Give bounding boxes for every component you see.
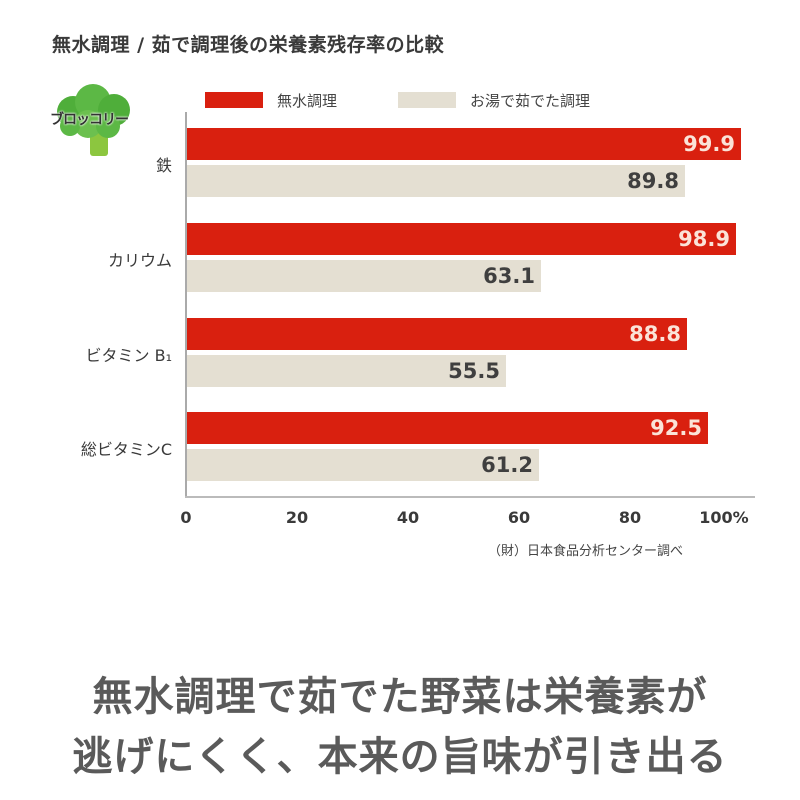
caption-line-1: 無水調理で茹でた野菜は栄養素が <box>92 674 708 720</box>
bar-potassium-boiled: 63.1 <box>187 260 541 292</box>
source-note: （財）日本食品分析センター調べ <box>488 544 684 559</box>
x-tick: 20 <box>285 508 309 527</box>
chart-title: 無水調理 / 茹で調理後の栄養素残存率の比較 <box>52 34 445 56</box>
bar-vitamin-c-mizunashi: 92.5 <box>187 412 708 444</box>
x-tick: 100% <box>699 508 749 527</box>
vegetable-label: ブロッコリー <box>50 112 129 128</box>
caption-line-2: 逃げにくく、本来の旨味が引き出る <box>72 734 728 780</box>
legend-item-boiled: お湯で茹でた調理 <box>398 90 590 110</box>
broccoli-icon <box>57 84 130 156</box>
legend-item-mizunashi: 無水調理 <box>205 90 337 110</box>
category-label-potassium: カリウム <box>107 251 172 270</box>
bar-iron-mizunashi: 99.9 <box>187 128 741 160</box>
category-label-vitamin-b1: ビタミン B₁ <box>85 346 172 365</box>
x-tick: 80 <box>618 508 642 527</box>
legend-swatch-beige <box>398 92 456 108</box>
bar-vitamin-b1-mizunashi: 88.8 <box>187 318 687 350</box>
bar-potassium-mizunashi: 98.9 <box>187 223 736 255</box>
x-tick: 0 <box>180 508 192 527</box>
x-tick: 60 <box>507 508 531 527</box>
x-tick: 40 <box>396 508 420 527</box>
legend-label: お湯で茹でた調理 <box>470 91 591 110</box>
y-axis-line <box>185 112 187 498</box>
legend-swatch-red <box>205 92 263 108</box>
legend-label: 無水調理 <box>277 91 338 110</box>
bar-iron-boiled: 89.8 <box>187 165 685 197</box>
bar-vitamin-b1-boiled: 55.5 <box>187 355 506 387</box>
x-axis-line <box>185 496 755 498</box>
category-label-iron: 鉄 <box>155 156 172 175</box>
category-label-vitamin-c: 総ビタミンC <box>80 440 172 459</box>
bar-vitamin-c-boiled: 61.2 <box>187 449 539 481</box>
